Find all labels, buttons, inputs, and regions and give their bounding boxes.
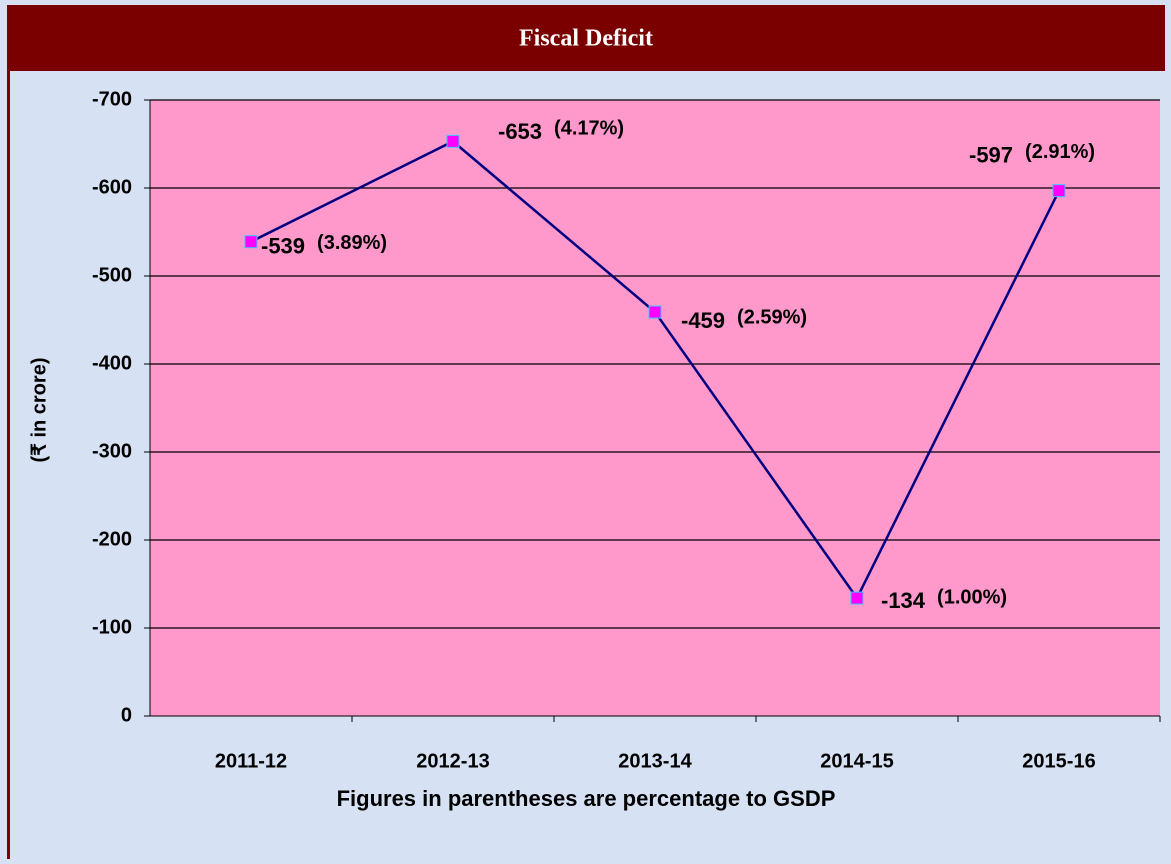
data-label: -653 bbox=[498, 119, 542, 144]
left-border bbox=[7, 71, 10, 859]
x-axis-label: Figures in parentheses are percentage to… bbox=[337, 786, 836, 811]
y-tick-label: -700 bbox=[92, 88, 132, 110]
gsdp-label: (2.59%) bbox=[737, 306, 807, 328]
gsdp-label: (3.89%) bbox=[317, 232, 387, 254]
y-tick-label: -400 bbox=[92, 352, 132, 374]
x-tick-label: 2014-15 bbox=[820, 750, 893, 772]
data-label: -597 bbox=[969, 142, 1013, 167]
x-tick-label: 2012-13 bbox=[416, 750, 489, 772]
y-tick-label: -100 bbox=[92, 616, 132, 638]
y-tick-label: -300 bbox=[92, 440, 132, 462]
data-marker bbox=[850, 591, 864, 605]
y-tick-label: -500 bbox=[92, 264, 132, 286]
gsdp-label: (2.91%) bbox=[1025, 141, 1095, 163]
y-tick-label: -600 bbox=[92, 176, 132, 198]
data-marker bbox=[244, 235, 258, 249]
chart-title: Fiscal Deficit bbox=[519, 26, 653, 52]
data-marker bbox=[446, 134, 460, 148]
y-tick-label: -200 bbox=[92, 528, 132, 550]
header-bar bbox=[7, 5, 1165, 71]
data-label: -539 bbox=[261, 233, 305, 258]
x-tick-label: 2015-16 bbox=[1022, 750, 1095, 772]
gsdp-label: (1.00%) bbox=[937, 586, 1007, 608]
data-marker bbox=[1052, 184, 1066, 198]
data-label: -134 bbox=[881, 588, 926, 613]
data-marker bbox=[648, 305, 662, 319]
x-tick-label: 2013-14 bbox=[618, 750, 692, 772]
y-axis-label: (₹ in crore) bbox=[28, 358, 50, 463]
data-label: -459 bbox=[681, 308, 725, 333]
gsdp-label: (4.17%) bbox=[554, 118, 624, 140]
x-tick-label: 2011-12 bbox=[215, 750, 287, 772]
plot-area bbox=[150, 100, 1160, 716]
y-tick-label: 0 bbox=[121, 704, 132, 726]
